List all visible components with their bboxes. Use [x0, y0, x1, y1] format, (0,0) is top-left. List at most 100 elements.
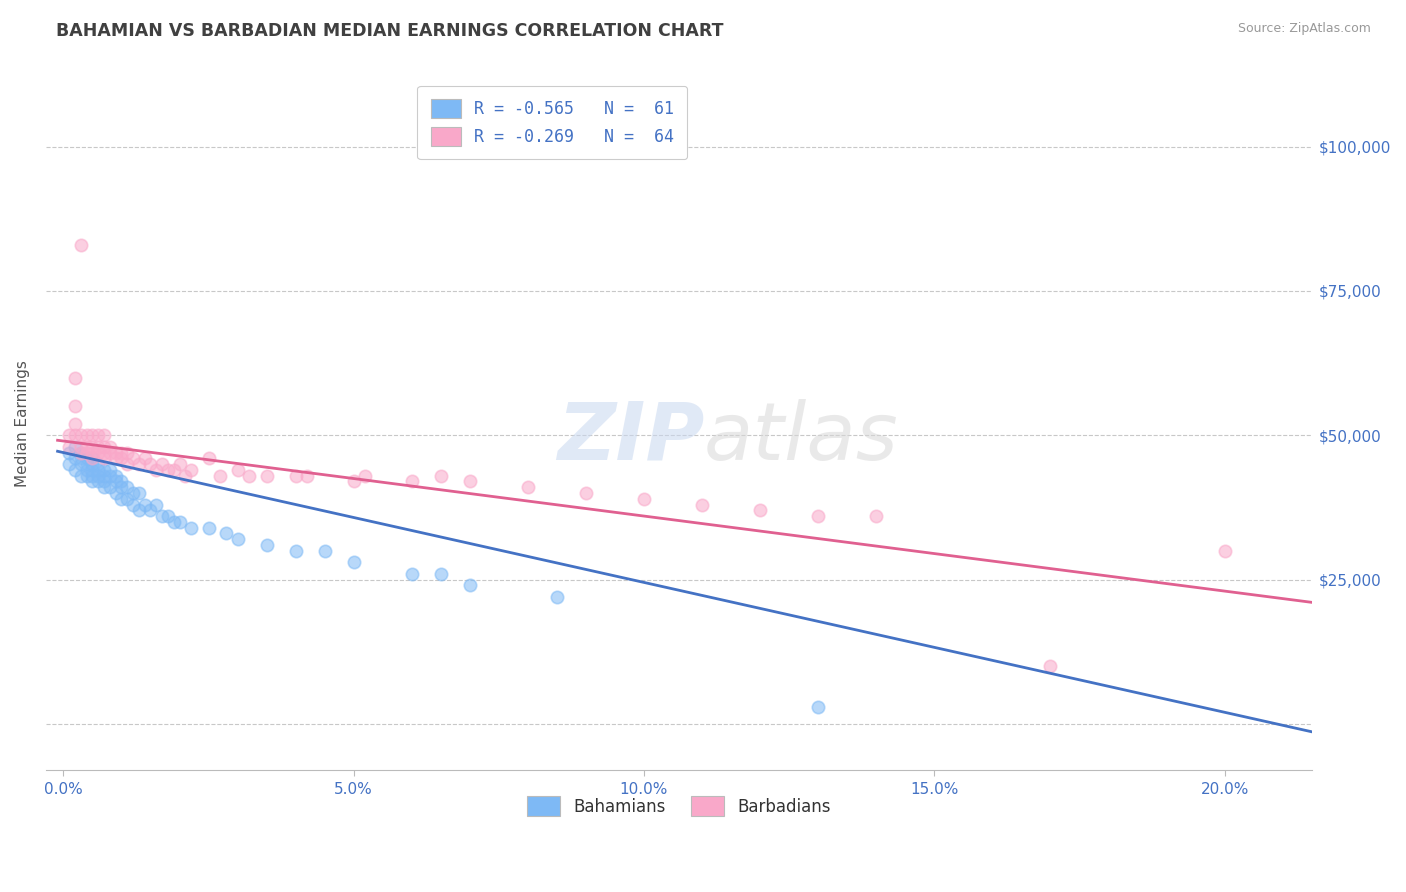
Point	[284, 468, 307, 483]
Point	[63, 451, 86, 466]
Point	[256, 538, 278, 552]
Point	[690, 498, 713, 512]
Point	[104, 468, 127, 483]
Point	[150, 509, 173, 524]
Point	[82, 451, 104, 466]
Point	[63, 400, 86, 414]
Point	[76, 445, 98, 459]
Point	[128, 457, 150, 471]
Point	[69, 428, 91, 442]
Point	[169, 515, 191, 529]
Point	[117, 445, 139, 459]
Point	[134, 451, 156, 466]
Y-axis label: Median Earnings: Median Earnings	[15, 360, 30, 487]
Point	[63, 370, 86, 384]
Point	[180, 463, 202, 477]
Point	[98, 468, 121, 483]
Point	[82, 440, 104, 454]
Point	[76, 468, 98, 483]
Point	[93, 475, 115, 489]
Point	[238, 468, 260, 483]
Point	[82, 428, 104, 442]
Point	[429, 566, 451, 581]
Point	[150, 457, 173, 471]
Point	[76, 440, 98, 454]
Point	[516, 480, 538, 494]
Point	[87, 428, 110, 442]
Point	[197, 451, 219, 466]
Point	[69, 445, 91, 459]
Point	[401, 475, 423, 489]
Point	[104, 486, 127, 500]
Point	[98, 480, 121, 494]
Point	[76, 451, 98, 466]
Point	[139, 503, 162, 517]
Point	[87, 475, 110, 489]
Point	[117, 491, 139, 506]
Point	[110, 475, 132, 489]
Point	[82, 451, 104, 466]
Point	[401, 566, 423, 581]
Point	[69, 468, 91, 483]
Point	[226, 532, 249, 546]
Point	[458, 578, 481, 592]
Point	[69, 445, 91, 459]
Point	[145, 498, 167, 512]
Point	[93, 440, 115, 454]
Point	[314, 543, 336, 558]
Point	[343, 475, 366, 489]
Point	[63, 417, 86, 431]
Point	[98, 463, 121, 477]
Point	[128, 486, 150, 500]
Point	[110, 480, 132, 494]
Point	[93, 468, 115, 483]
Text: BAHAMIAN VS BARBADIAN MEDIAN EARNINGS CORRELATION CHART: BAHAMIAN VS BARBADIAN MEDIAN EARNINGS CO…	[56, 22, 724, 40]
Point	[117, 480, 139, 494]
Point	[76, 463, 98, 477]
Point	[139, 457, 162, 471]
Point	[58, 457, 80, 471]
Point	[749, 503, 772, 517]
Text: ZIP: ZIP	[557, 399, 704, 476]
Text: atlas: atlas	[704, 399, 898, 476]
Point	[122, 486, 145, 500]
Point	[110, 451, 132, 466]
Point	[174, 468, 197, 483]
Legend: Bahamians, Barbadians: Bahamians, Barbadians	[519, 788, 839, 824]
Point	[82, 468, 104, 483]
Point	[122, 451, 145, 466]
Point	[63, 463, 86, 477]
Point	[58, 428, 80, 442]
Point	[633, 491, 655, 506]
Point	[575, 486, 598, 500]
Point	[87, 463, 110, 477]
Point	[117, 457, 139, 471]
Point	[284, 543, 307, 558]
Point	[865, 509, 887, 524]
Point	[807, 699, 830, 714]
Point	[82, 475, 104, 489]
Point	[93, 480, 115, 494]
Point	[215, 526, 238, 541]
Point	[197, 520, 219, 534]
Point	[209, 468, 232, 483]
Point	[226, 463, 249, 477]
Point	[93, 463, 115, 477]
Point	[98, 445, 121, 459]
Text: Source: ZipAtlas.com: Source: ZipAtlas.com	[1237, 22, 1371, 36]
Point	[69, 451, 91, 466]
Point	[1213, 543, 1236, 558]
Point	[87, 468, 110, 483]
Point	[1039, 659, 1062, 673]
Point	[354, 468, 377, 483]
Point	[807, 509, 830, 524]
Point	[256, 468, 278, 483]
Point	[98, 440, 121, 454]
Point	[122, 498, 145, 512]
Point	[104, 451, 127, 466]
Point	[93, 428, 115, 442]
Point	[145, 463, 167, 477]
Point	[343, 555, 366, 569]
Point	[180, 520, 202, 534]
Point	[156, 463, 179, 477]
